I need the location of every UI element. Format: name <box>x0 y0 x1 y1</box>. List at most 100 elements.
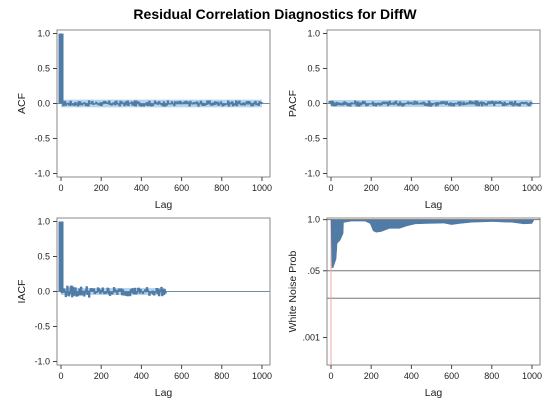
pacf-lag-bar <box>345 102 348 104</box>
acf-lag-bar <box>243 103 247 106</box>
pacf-lag-bar <box>440 103 444 105</box>
pacf-lag-bar <box>485 103 489 106</box>
pacf-xtick-label: 800 <box>484 183 499 193</box>
acf-lag0-bar <box>58 33 64 104</box>
acf-lag-bar <box>135 100 138 104</box>
pacf-lag-bar <box>394 103 397 104</box>
pacf-lag-bar <box>402 103 406 106</box>
acf-lag-bar <box>194 103 198 105</box>
iacf-lag-bar <box>159 291 162 293</box>
pacf-lag-bar <box>380 103 383 106</box>
iacf-lag-bar <box>114 291 117 293</box>
pacf-lag-bar <box>332 102 335 104</box>
pacf-lag-bar <box>464 103 468 105</box>
pacf-lag-bar <box>336 103 339 106</box>
pacf-lag-bar <box>445 101 448 104</box>
iacf-lag-bar <box>132 291 136 295</box>
acf-lag-bar <box>100 103 104 106</box>
pacf-lag-bar <box>529 101 533 104</box>
iacf-lag-bar <box>61 288 64 292</box>
iacf-lag-bar <box>63 290 67 292</box>
acf-lag-bar <box>214 101 217 104</box>
iacf-lag-bar <box>120 291 124 296</box>
acf-xtick-label: 0 <box>59 183 64 193</box>
acf-xtick-label: 200 <box>94 183 109 193</box>
iacf-lag-bar <box>85 286 88 292</box>
acf-lag-bar <box>85 103 88 106</box>
pacf-lag-bar <box>415 101 419 104</box>
iacf-lag-bar <box>77 291 80 296</box>
acf-lag-bar <box>247 103 250 105</box>
acf-lag-bar <box>138 103 141 107</box>
acf-lag-bar <box>99 102 102 104</box>
pacf-lag-bar <box>338 103 342 106</box>
pacf-lag-bar <box>374 102 377 104</box>
acf-lag-bar <box>234 103 237 105</box>
panel-iacf: 1.0 0.5 0.0 -0.5 -1.0 0 200 400 600 800 1000 Lag IAC… <box>16 217 272 400</box>
pacf-lag-bar <box>434 102 437 104</box>
white_noise-xtick-label: 600 <box>444 371 459 381</box>
acf-lag-bar <box>153 103 156 105</box>
acf-lag-bar <box>149 103 152 104</box>
iacf-lag-bar <box>92 288 96 292</box>
pacf-lag-bar <box>512 103 515 107</box>
iacf-lag-bar <box>138 291 141 294</box>
acf-lag-bar <box>157 103 160 105</box>
iacf-lag-bar <box>124 291 128 296</box>
acf-lag-bar <box>111 103 114 105</box>
panel-pacf: 1.0 0.5 0.0 -0.5 -1.0 0 200 400 600 800 1000 Lag PAC… <box>287 29 542 212</box>
pacf-lag-bar <box>410 101 413 104</box>
iacf-lag-bar <box>68 291 72 295</box>
iacf-lag-bar <box>87 290 90 292</box>
iacf-lag-bar <box>91 288 94 292</box>
acf-lag-bar <box>184 103 187 105</box>
pacf-xtick-label: 200 <box>364 183 379 193</box>
iacf-lag-bar <box>120 288 123 292</box>
acf-lag-bar <box>69 100 72 104</box>
iacf-lag-bar <box>153 291 156 296</box>
pacf-lag-bar <box>401 103 404 107</box>
pacf-lag-bar <box>361 100 365 104</box>
pacf-lag-bar <box>465 102 469 104</box>
pacf-lag-bar <box>353 100 357 104</box>
acf-lag-bar <box>110 103 113 106</box>
pacf-ytick-label: -1.0 <box>304 169 320 179</box>
acf-lag-bar <box>205 103 208 105</box>
pacf-lag-bar <box>450 103 453 107</box>
pacf-lag-bar <box>421 103 424 105</box>
acf-lag-bar <box>230 103 233 105</box>
pacf-lag-bar <box>405 102 408 104</box>
acf-lag-bar <box>132 101 135 104</box>
acf-lag-bar <box>74 102 77 104</box>
acf-lag-bar <box>242 102 245 104</box>
acf-lag-bar <box>155 103 158 105</box>
pacf-lag-bar <box>334 103 338 107</box>
acf-lag-bar <box>251 103 255 107</box>
pacf-lag-bar <box>393 101 396 104</box>
pacf-lag-bar <box>370 103 374 105</box>
pacf-lag-bar <box>502 103 506 107</box>
pacf-lag-bar <box>412 103 416 105</box>
iacf-lag-bar <box>130 291 133 294</box>
acf-lag-bar <box>208 100 211 104</box>
acf-lag-bar <box>226 103 229 105</box>
acf-lag-bar <box>130 101 133 104</box>
iacf-lag-bar <box>145 291 148 293</box>
pacf-lag-bar <box>423 102 426 104</box>
acf-lag-bar <box>107 103 110 105</box>
acf-lag-bar <box>258 101 261 104</box>
pacf-lag-bar <box>492 102 495 104</box>
pacf-lag-bar <box>443 101 446 104</box>
pacf-lag-bar <box>415 103 418 105</box>
pacf-lag-bar <box>403 103 407 105</box>
acf-ytick-label: 0.5 <box>37 64 50 74</box>
iacf-lag-bar <box>129 289 133 292</box>
acf-lag-bar <box>202 102 205 104</box>
pacf-lag-bar <box>508 103 511 104</box>
acf-lag-bar <box>241 103 244 106</box>
acf-lag-bar <box>77 101 80 104</box>
pacf-lag-bar <box>444 103 448 105</box>
pacf-lag-bar <box>472 101 475 104</box>
iacf-lag-bar <box>75 291 78 297</box>
